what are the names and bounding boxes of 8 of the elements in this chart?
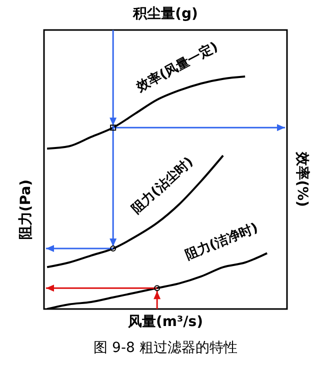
x2-axis-title: 积尘量(g) (132, 6, 198, 22)
text: 阻力(沾尘时) (128, 154, 196, 218)
text: 效率(风量一定) (132, 38, 221, 96)
text: 阻力(洁净时) (183, 220, 260, 264)
y-axis-title: 阻力(Pa) (18, 179, 34, 240)
text: 图 9-8 粗过滤器的特性 (94, 340, 238, 356)
y2-axis-title: 效率(%) (294, 151, 311, 207)
x-axis-title: 风量(m³/s) (127, 314, 203, 330)
